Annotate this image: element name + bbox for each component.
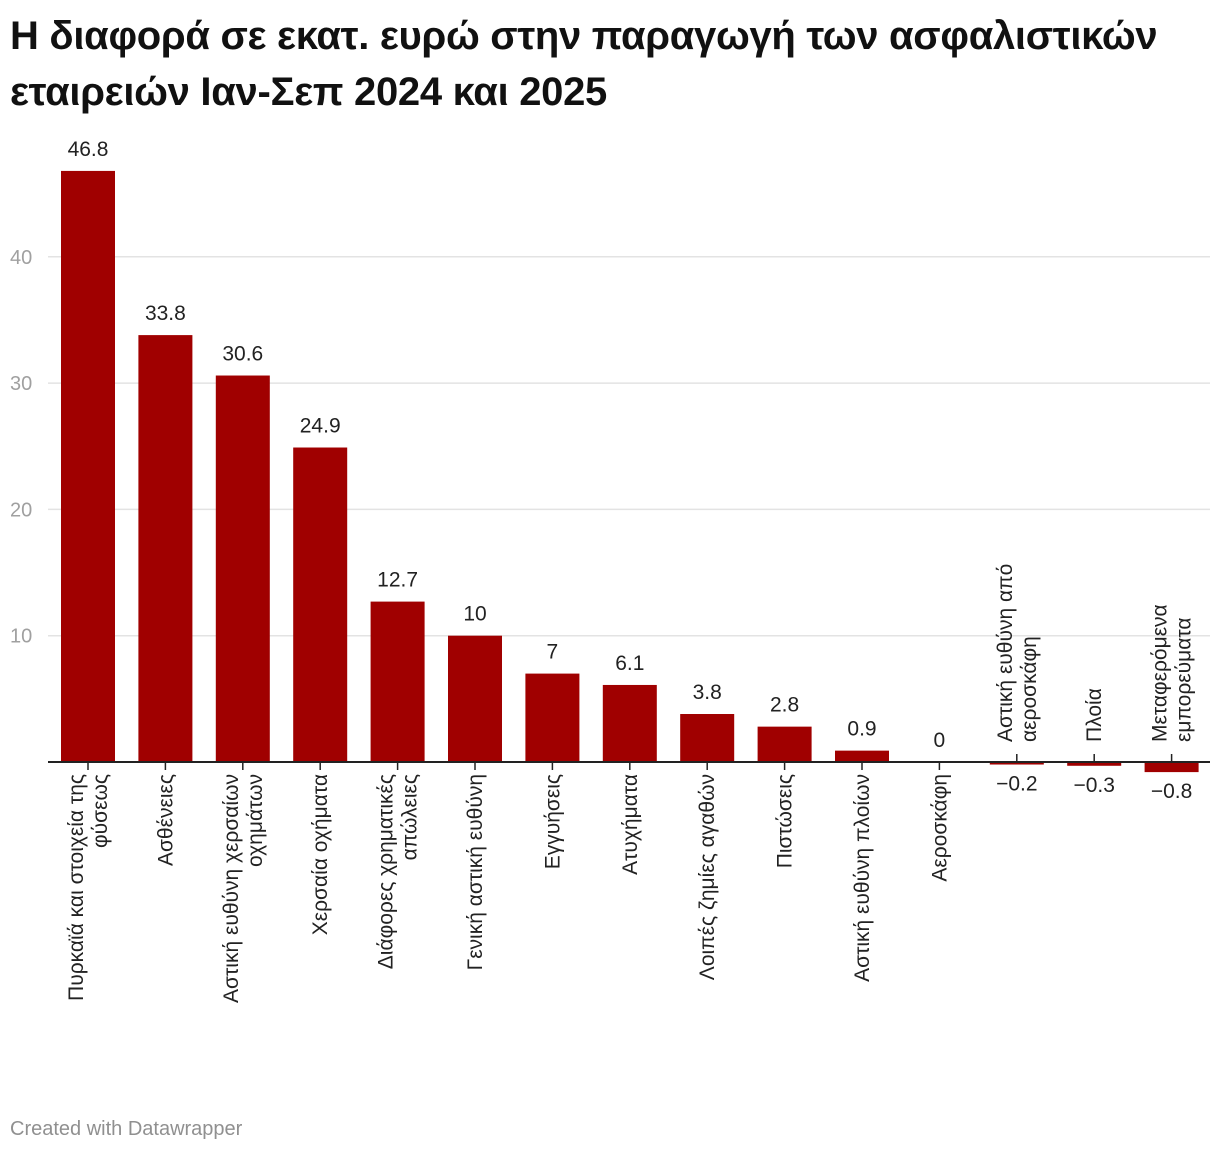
category-label: Διάφορες χρηματικές απώλειες [375, 774, 422, 969]
value-label: 0 [934, 729, 946, 752]
category-label: Μεταφερόμενα εμπορεύματα [1149, 604, 1196, 742]
value-label: −0.2 [996, 773, 1037, 796]
category-label: Εγγυήσεις [541, 774, 564, 869]
value-label: 7 [547, 641, 559, 664]
y-tick-label: 10 [10, 626, 32, 648]
bar [680, 714, 735, 762]
category-label: Πυρκαϊά και στοιχεία της φύσεως [65, 774, 112, 1001]
category-label-line: εμπορεύματα [1173, 617, 1196, 742]
category-label: Αστική ευθύνη από αεροσκάφη [994, 564, 1041, 742]
bar [215, 375, 270, 762]
category-label: Πιστώσεις [774, 774, 797, 868]
value-label: 10 [463, 603, 486, 626]
y-tick-label: 40 [10, 247, 32, 269]
category-label-line: Ατυχήματα [619, 774, 642, 875]
category-label: Ατυχήματα [619, 774, 642, 875]
category-label-line: Αστική ευθύνη πλοίων [851, 774, 874, 982]
category-label-line: Μεταφερόμενα [1149, 604, 1172, 742]
bar [293, 447, 348, 762]
category-label-line: αεροσκάφη [1018, 636, 1041, 742]
category-label-line: Πυρκαϊά και στοιχεία της [65, 774, 88, 1001]
value-label: 33.8 [145, 302, 186, 325]
bar [448, 635, 502, 762]
value-label: 0.9 [847, 718, 876, 741]
category-label-line: Λοιπές ζημίες αγαθών [696, 774, 719, 980]
bar [989, 762, 1044, 765]
bar [370, 601, 425, 762]
chart-title: Η διαφορά σε εκατ. ευρώ στην παραγωγή τω… [10, 14, 1158, 114]
category-label-line: Γενική αστική ευθύνη [464, 774, 487, 970]
bar [138, 335, 193, 762]
category-label-line: απώλειες [399, 774, 422, 860]
category-label-line: οχημάτων [244, 774, 267, 867]
value-label: 46.8 [68, 138, 109, 161]
category-label-line: Αστική ευθύνη από [994, 564, 1017, 742]
footer-credit: Created with Datawrapper [10, 1118, 243, 1140]
bar [61, 170, 115, 762]
category-label-line: Αστική ευθύνη χερσαίων [220, 774, 243, 1003]
category-label-line: φύσεως [89, 774, 112, 848]
category-label-line: Χερσαία οχήματα [309, 774, 332, 935]
bar-chart: 10 20 30 40 46.8 Πυρκαϊά και στοιχεία της φύσε… [10, 138, 1210, 1003]
value-label: −0.8 [1151, 780, 1192, 803]
value-label: 2.8 [770, 694, 799, 717]
value-label: 12.7 [377, 569, 418, 592]
category-label: Λοιπές ζημίες αγαθών [696, 774, 719, 980]
value-label: −0.3 [1073, 774, 1114, 797]
category-label: Αεροσκάφη [928, 774, 951, 882]
bar [835, 750, 889, 762]
category-label-line: Πλοία [1083, 688, 1106, 742]
value-label: 6.1 [615, 652, 644, 675]
value-label: 24.9 [300, 415, 341, 438]
value-label: 30.6 [222, 343, 263, 366]
category-label: Γενική αστική ευθύνη [464, 774, 487, 970]
bar [1067, 762, 1122, 766]
category-label-line: Εγγυήσεις [541, 774, 564, 869]
bar [525, 673, 580, 762]
bar [602, 684, 657, 762]
bar [1144, 762, 1199, 773]
bar [757, 726, 812, 762]
y-tick-label: 30 [10, 373, 32, 395]
y-tick-label: 20 [10, 499, 32, 521]
category-label: Ασθένειες [154, 774, 177, 866]
category-label-line: Πιστώσεις [774, 774, 797, 868]
category-label-line: Αεροσκάφη [928, 774, 951, 882]
value-label: 3.8 [693, 681, 722, 704]
category-label: Αστική ευθύνη πλοίων [851, 774, 874, 982]
category-label-line: Ασθένειες [154, 774, 177, 866]
category-label: Αστική ευθύνη χερσαίων οχημάτων [220, 774, 267, 1003]
category-label-line: Διάφορες χρηματικές [375, 774, 398, 969]
category-label: Πλοία [1083, 688, 1106, 742]
category-label: Χερσαία οχήματα [309, 774, 332, 935]
